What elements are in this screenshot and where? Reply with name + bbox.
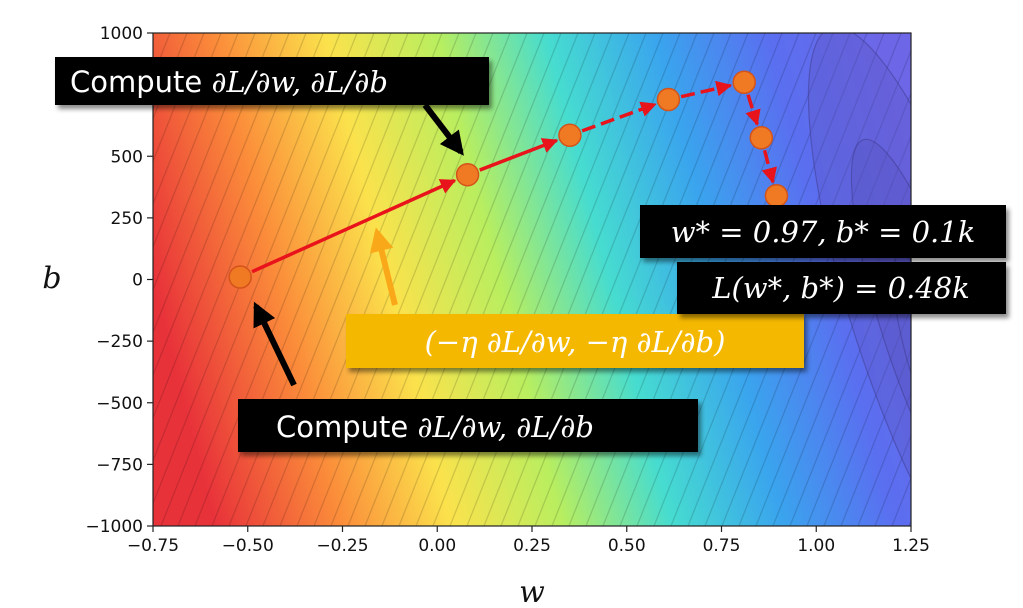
optimum-params-text: w* = 0.97, b* = 0.1k: [671, 215, 976, 249]
annotation-box: [640, 205, 1006, 258]
x-tick-label: −0.25: [316, 536, 368, 556]
annotation-box: [238, 399, 698, 452]
optimum-loss-annotation: L(w*, b*) = 0.48k: [677, 262, 1006, 314]
contour-line: [857, 390, 911, 526]
x-tick-label: 0.50: [608, 536, 646, 556]
annotation-box: [346, 314, 804, 368]
descent-points: [228, 70, 789, 289]
optimum-params-annotation: w* = 0.97, b* = 0.1k: [640, 205, 1006, 258]
path-arrow: [251, 178, 457, 274]
annotation-box: [55, 57, 489, 105]
path-point: [749, 126, 774, 150]
descent-path: [251, 80, 777, 274]
contour-line: [160, 33, 358, 526]
top-compute-annotation: Compute ∂L/∂w, ∂L/∂b: [55, 57, 489, 105]
contour-line: [874, 433, 911, 526]
x-tick-label: 0.00: [418, 536, 456, 556]
y-axis-title: b: [42, 261, 61, 296]
contour-line: [153, 33, 222, 206]
path-arrow: [761, 149, 777, 184]
y-tick-label: 250: [111, 209, 143, 229]
bottom-pointer-arrow: [253, 301, 297, 387]
annotation-formula: ∂L/∂w, ∂L/∂b: [211, 65, 387, 99]
annotation-formula: ∂L/∂w, ∂L/∂b: [417, 410, 593, 444]
path-point: [732, 70, 756, 95]
contour-line: [153, 33, 273, 335]
update-step-annotation: (−η ∂L/∂w, −η ∂L/∂b): [346, 314, 804, 368]
contour-line: [153, 33, 307, 420]
top-pointer-arrow: [422, 103, 464, 156]
x-tick-label: 1.25: [892, 536, 930, 556]
update-pointer-arrow: [369, 227, 398, 306]
contour-line: [1009, 28, 1023, 531]
path-point: [656, 87, 681, 112]
contour-line: [823, 305, 911, 526]
path-arrow: [745, 94, 761, 126]
annotation-text: Compute ∂L/∂w, ∂L/∂b: [70, 65, 388, 99]
valley-contour: [807, 33, 911, 526]
y-tick-label: 0: [132, 271, 143, 291]
y-tick-label: 1000: [100, 24, 143, 44]
y-tick-label: −500: [96, 394, 143, 414]
y-tick-label: −250: [96, 332, 143, 352]
path-point: [558, 123, 582, 148]
contour-line: [0, 28, 19, 531]
x-tick-label: 0.75: [703, 536, 741, 556]
path-point: [455, 162, 480, 187]
contour-line: [177, 33, 375, 526]
annotation-prefix: Compute: [276, 410, 417, 444]
contour-line: [194, 33, 392, 526]
contour-line: [0, 28, 2, 531]
contour-line: [840, 348, 911, 526]
contour-line: [153, 33, 324, 463]
contour-line: [153, 33, 188, 121]
y-tick-label: 500: [111, 147, 143, 167]
x-tick-label: −0.50: [222, 536, 274, 556]
contour-line: [0, 28, 36, 531]
y-axis: 10007505002500−250−500−750−1000: [85, 24, 153, 537]
path-point: [764, 183, 789, 208]
x-tick-label: 1.00: [797, 536, 835, 556]
x-tick-label: −0.75: [127, 536, 179, 556]
x-tick-label: 0.25: [513, 536, 551, 556]
path-arrow: [479, 138, 559, 172]
annotation-text: Compute ∂L/∂w, ∂L/∂b: [276, 410, 594, 444]
x-axis-title: w: [519, 575, 545, 608]
optimum-loss-text: L(w*, b*) = 0.48k: [711, 271, 970, 305]
contour-line: [153, 33, 239, 249]
contour-line: [153, 33, 290, 377]
path-arrow: [680, 80, 733, 99]
path-arrow: [581, 101, 657, 133]
update-step-text: (−η ∂L/∂w, −η ∂L/∂b): [425, 325, 726, 359]
x-axis: −0.75 −0.50 −0.25 0.00 0.25 0.50 0.75 1.00 1.25: [127, 526, 930, 556]
bottom-compute-annotation: Compute ∂L/∂w, ∂L/∂b: [238, 399, 698, 452]
y-tick-label: −750: [96, 455, 143, 475]
contour-line: [153, 33, 256, 292]
annotation-prefix: Compute: [70, 65, 211, 99]
contour-line: [153, 33, 205, 164]
y-tick-label: −1000: [85, 517, 143, 537]
annotation-box: [677, 262, 1006, 314]
path-point: [228, 265, 252, 289]
